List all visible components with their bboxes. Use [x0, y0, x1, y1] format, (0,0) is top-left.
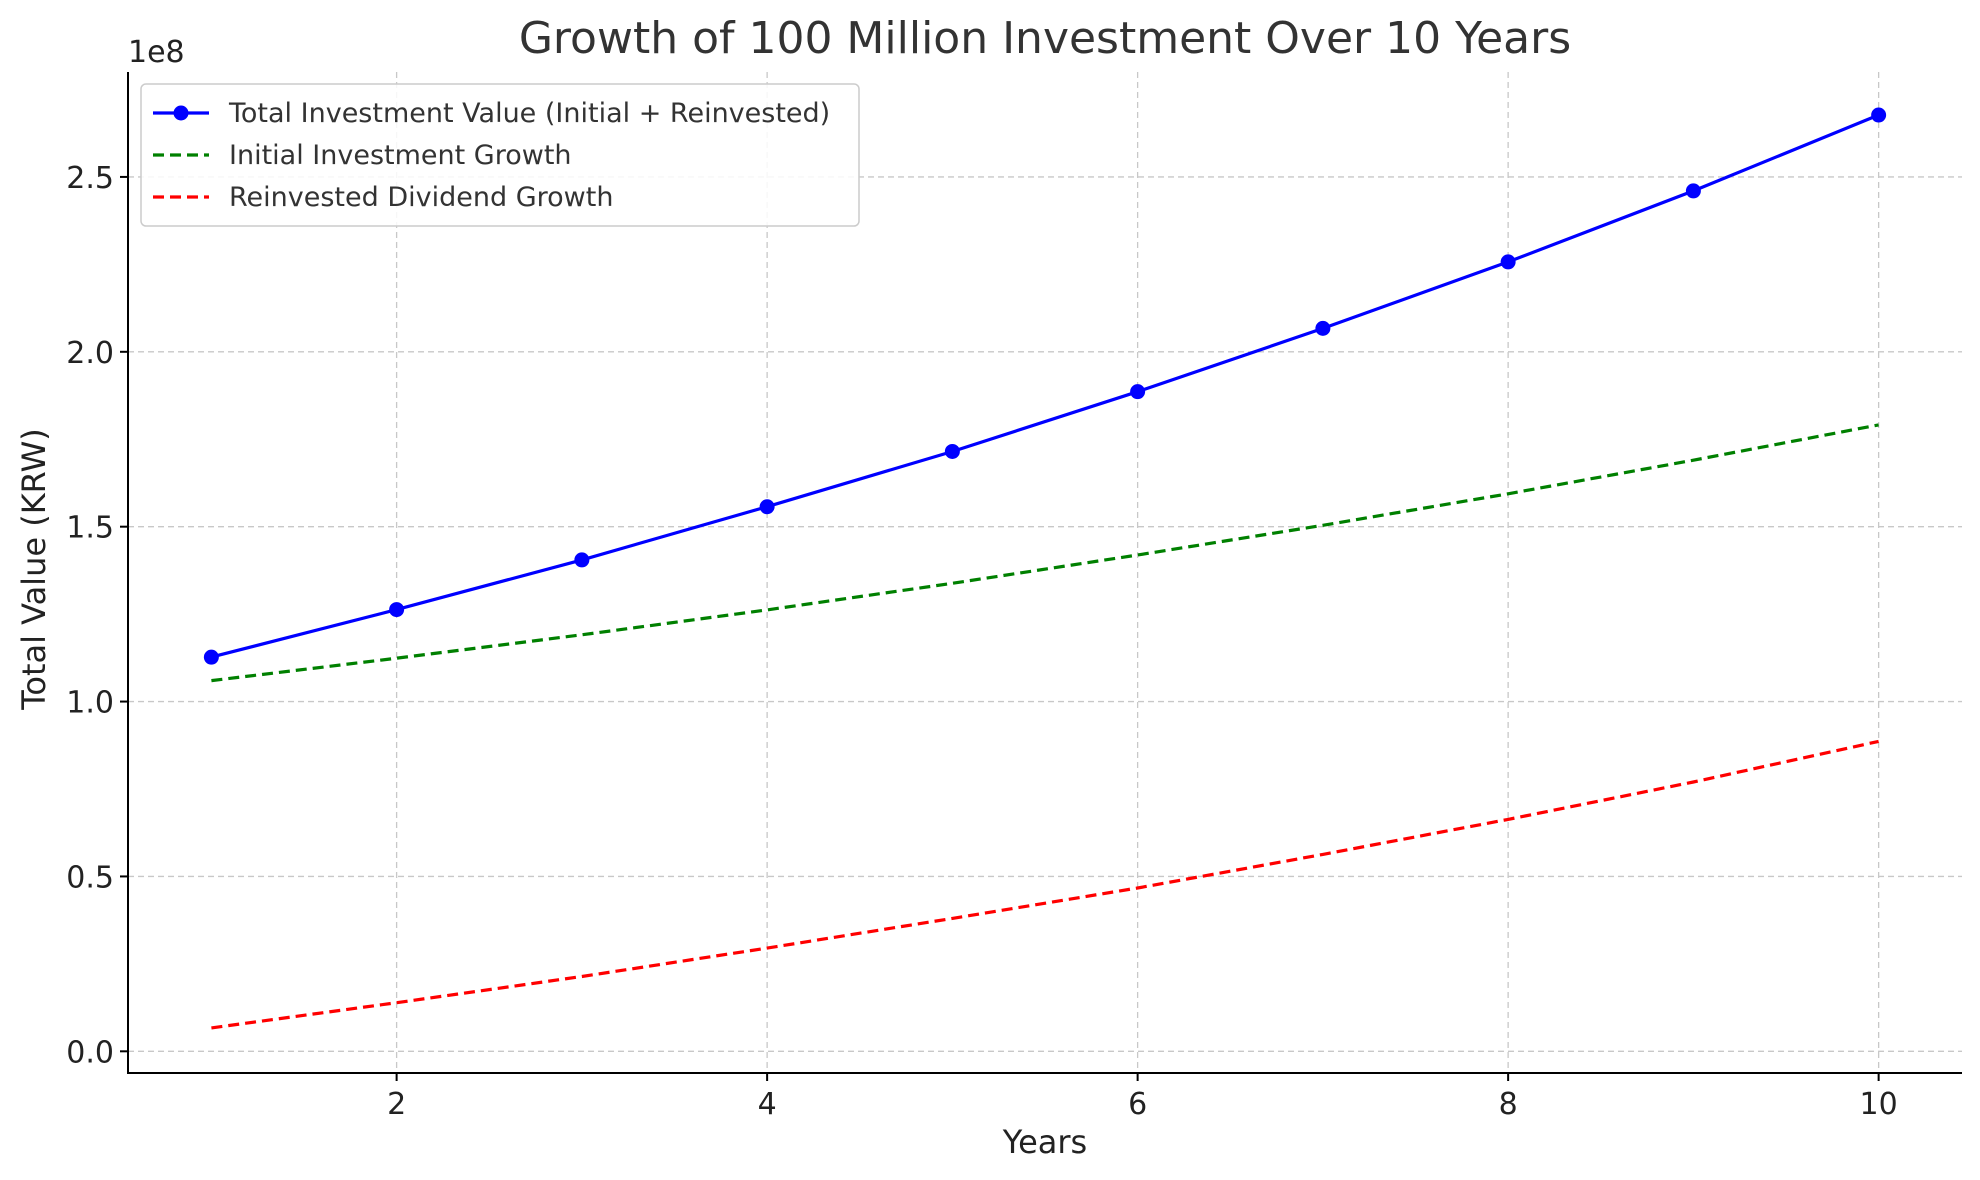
series-line: [211, 423, 1879, 683]
legend: Total Investment Value (Initial + Reinve…: [140, 83, 860, 227]
y-tick-label: 2.5: [66, 161, 114, 196]
y-tick-label: 0.0: [66, 1035, 114, 1070]
series-line: [211, 113, 1880, 659]
legend-marker: [173, 105, 189, 121]
chart-title: Growth of 100 Million Investment Over 10…: [519, 13, 1571, 64]
x-axis-label: Years: [1002, 1123, 1087, 1161]
x-tick-label: 6: [1128, 1087, 1147, 1122]
data-point: [1871, 107, 1887, 123]
legend-label: Reinvested Dividend Growth: [229, 182, 613, 213]
series-layer: [203, 107, 1887, 1030]
legend-box: [140, 83, 860, 227]
series-line: [211, 739, 1879, 1030]
legend-item: Reinvested Dividend Growth: [153, 182, 613, 213]
y-axis-label: Total Value (KRW): [15, 428, 53, 710]
data-point: [389, 602, 405, 618]
series-3: [211, 739, 1879, 1030]
data-point: [203, 649, 219, 665]
data-point: [574, 552, 590, 568]
legend-item: Initial Investment Growth: [153, 140, 572, 171]
data-point: [1500, 254, 1516, 270]
legend-label: Initial Investment Growth: [229, 140, 572, 171]
x-tick-label: 8: [1499, 1087, 1518, 1122]
data-point: [1685, 183, 1701, 199]
y-tick-label: 1.5: [66, 511, 114, 546]
axes: 2 4 6 8 10 0.0 0.5 1.0 1.5 2.0 2.5: [66, 72, 1962, 1122]
legend-item: Total Investment Value (Initial + Reinve…: [153, 98, 830, 129]
x-tick-label: 4: [758, 1087, 777, 1122]
x-tick-label: 10: [1860, 1087, 1898, 1122]
y-tick-label: 1.0: [66, 686, 114, 721]
data-point: [759, 499, 775, 515]
y-tick-label: 2.0: [66, 336, 114, 371]
y-tick-label: 0.5: [66, 860, 114, 895]
series-1: [203, 107, 1887, 665]
series-2: [211, 423, 1879, 683]
y-offset-label: 1e8: [128, 35, 185, 70]
data-point: [1130, 384, 1146, 400]
x-tick-label: 2: [387, 1087, 406, 1122]
legend-label: Total Investment Value (Initial + Reinve…: [228, 98, 830, 129]
data-point: [1315, 320, 1331, 336]
data-point: [944, 443, 960, 459]
